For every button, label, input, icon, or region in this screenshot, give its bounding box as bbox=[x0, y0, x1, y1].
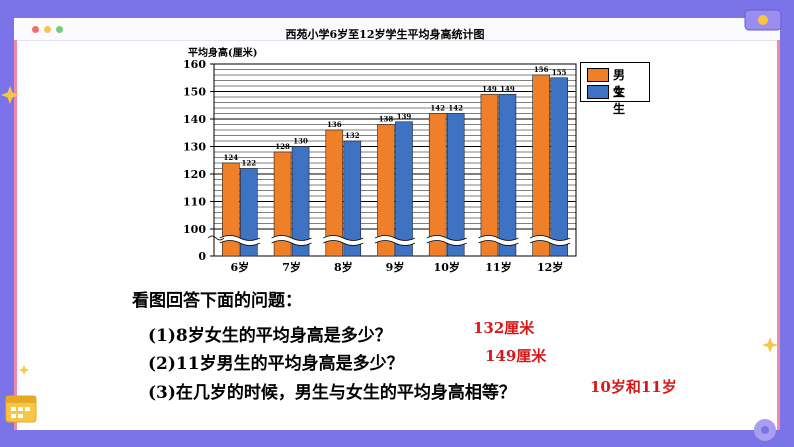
left-accent-stripe bbox=[14, 40, 17, 430]
bar-boys bbox=[480, 93, 499, 257]
bar-girls bbox=[498, 93, 517, 257]
axis-break-band bbox=[323, 235, 364, 246]
legend-swatch-girls bbox=[587, 85, 609, 99]
data-label: 136 bbox=[327, 120, 342, 129]
axis-break-wave bbox=[271, 240, 312, 246]
axis-break-wave bbox=[426, 235, 467, 241]
axis-break-band bbox=[219, 235, 260, 246]
bar-boys bbox=[377, 124, 395, 257]
x-tick-label: 8岁 bbox=[334, 260, 353, 274]
x-tick-label: 11岁 bbox=[485, 260, 511, 274]
axis-break-wave bbox=[323, 240, 364, 246]
bar-boys bbox=[325, 129, 344, 257]
bar-boys bbox=[222, 162, 240, 257]
gear-icon bbox=[754, 419, 776, 441]
x-tick-label: 12岁 bbox=[537, 260, 563, 274]
bar-girls bbox=[343, 140, 362, 257]
y-tick-label: 130 bbox=[183, 141, 206, 154]
ticket-icon bbox=[744, 9, 782, 31]
data-label: 122 bbox=[242, 159, 257, 168]
y-axis-label: 平均身高(厘米) bbox=[188, 48, 258, 59]
data-label: 142 bbox=[448, 104, 463, 113]
bar-boys bbox=[428, 113, 447, 257]
bar-boys bbox=[532, 74, 550, 257]
axis-break-wave bbox=[374, 240, 416, 246]
legend-label-girls: 女生 bbox=[613, 85, 626, 116]
axis-break-band bbox=[530, 235, 571, 246]
data-label: 149 bbox=[482, 84, 497, 93]
data-label: 138 bbox=[379, 115, 394, 124]
axis-break-wave bbox=[529, 235, 571, 241]
data-label: 156 bbox=[534, 65, 549, 74]
data-label: 139 bbox=[397, 112, 412, 121]
bar-girls bbox=[240, 168, 258, 257]
axis-break-wave bbox=[219, 240, 261, 246]
axis-break-wave bbox=[374, 235, 416, 241]
sparkle-icon bbox=[1, 86, 19, 104]
bar-boys bbox=[273, 151, 292, 257]
bar-girls bbox=[395, 121, 413, 257]
bar-girls bbox=[550, 77, 568, 257]
data-label: 149 bbox=[500, 84, 515, 93]
axis-break-wave bbox=[219, 235, 261, 241]
question-3: (3)在几岁的时候，男生与女生的平均身高相等？ bbox=[148, 383, 516, 403]
question-1: (1)8岁女生的平均身高是多少？ bbox=[148, 326, 392, 346]
plot-area bbox=[213, 63, 577, 257]
sparkle-icon bbox=[19, 365, 29, 375]
x-tick-label: 9岁 bbox=[386, 260, 405, 274]
data-label: 142 bbox=[430, 104, 445, 113]
axis-break-wave bbox=[478, 240, 519, 246]
axis-break-wave bbox=[478, 235, 519, 241]
axis-break-band bbox=[478, 235, 519, 246]
chart-title: 西苑小学6岁至12岁学生平均身高统计图 bbox=[285, 28, 485, 41]
axis-break-band bbox=[426, 235, 467, 246]
data-label: 128 bbox=[275, 142, 290, 151]
y-tick-label: 120 bbox=[183, 168, 206, 181]
y-tick-label: 110 bbox=[183, 196, 206, 209]
window-top-bar bbox=[14, 18, 780, 41]
x-tick-label: 6岁 bbox=[231, 260, 250, 274]
yellow-dot-icon bbox=[44, 26, 51, 33]
axis-break-band bbox=[375, 235, 415, 246]
questions-intro: 看图回答下面的问题： bbox=[132, 291, 302, 311]
y-tick-label: 0 bbox=[198, 250, 206, 263]
chart-legend: 男生 女生 bbox=[580, 62, 650, 116]
answer-2: 149厘米 bbox=[485, 347, 547, 365]
axis-break-wave bbox=[271, 235, 312, 241]
legend-swatch-boys bbox=[587, 68, 609, 82]
data-label: 124 bbox=[224, 153, 239, 162]
y-tick-label: 140 bbox=[183, 113, 206, 126]
axis-break-wave bbox=[426, 240, 467, 246]
bar-girls bbox=[446, 113, 465, 257]
data-label: 130 bbox=[293, 137, 308, 146]
answer-1: 132厘米 bbox=[473, 319, 535, 337]
red-dot-icon bbox=[32, 26, 39, 33]
x-tick-label: 10岁 bbox=[434, 260, 460, 274]
data-label: 132 bbox=[345, 131, 360, 140]
x-tick-label: 7岁 bbox=[282, 260, 301, 274]
axis-break-band bbox=[271, 235, 312, 246]
data-label: 155 bbox=[552, 68, 567, 77]
y-tick-label: 100 bbox=[183, 223, 206, 236]
sparkle-icon bbox=[762, 337, 778, 353]
bar-girls bbox=[291, 146, 310, 257]
legend-label-boys: 男生 bbox=[613, 68, 626, 99]
question-2: (2)11岁男生的平均身高是多少？ bbox=[148, 354, 404, 374]
y-tick-label: 160 bbox=[183, 58, 206, 71]
y-axis-break bbox=[207, 235, 225, 241]
axis-break-wave bbox=[323, 235, 364, 241]
answer-3: 10岁和11岁 bbox=[590, 378, 677, 396]
right-accent-stripe bbox=[777, 40, 780, 430]
calendar-icon bbox=[5, 395, 37, 423]
green-dot-icon bbox=[56, 26, 63, 33]
axis-break-wave bbox=[529, 240, 571, 246]
y-tick-label: 150 bbox=[183, 86, 206, 99]
